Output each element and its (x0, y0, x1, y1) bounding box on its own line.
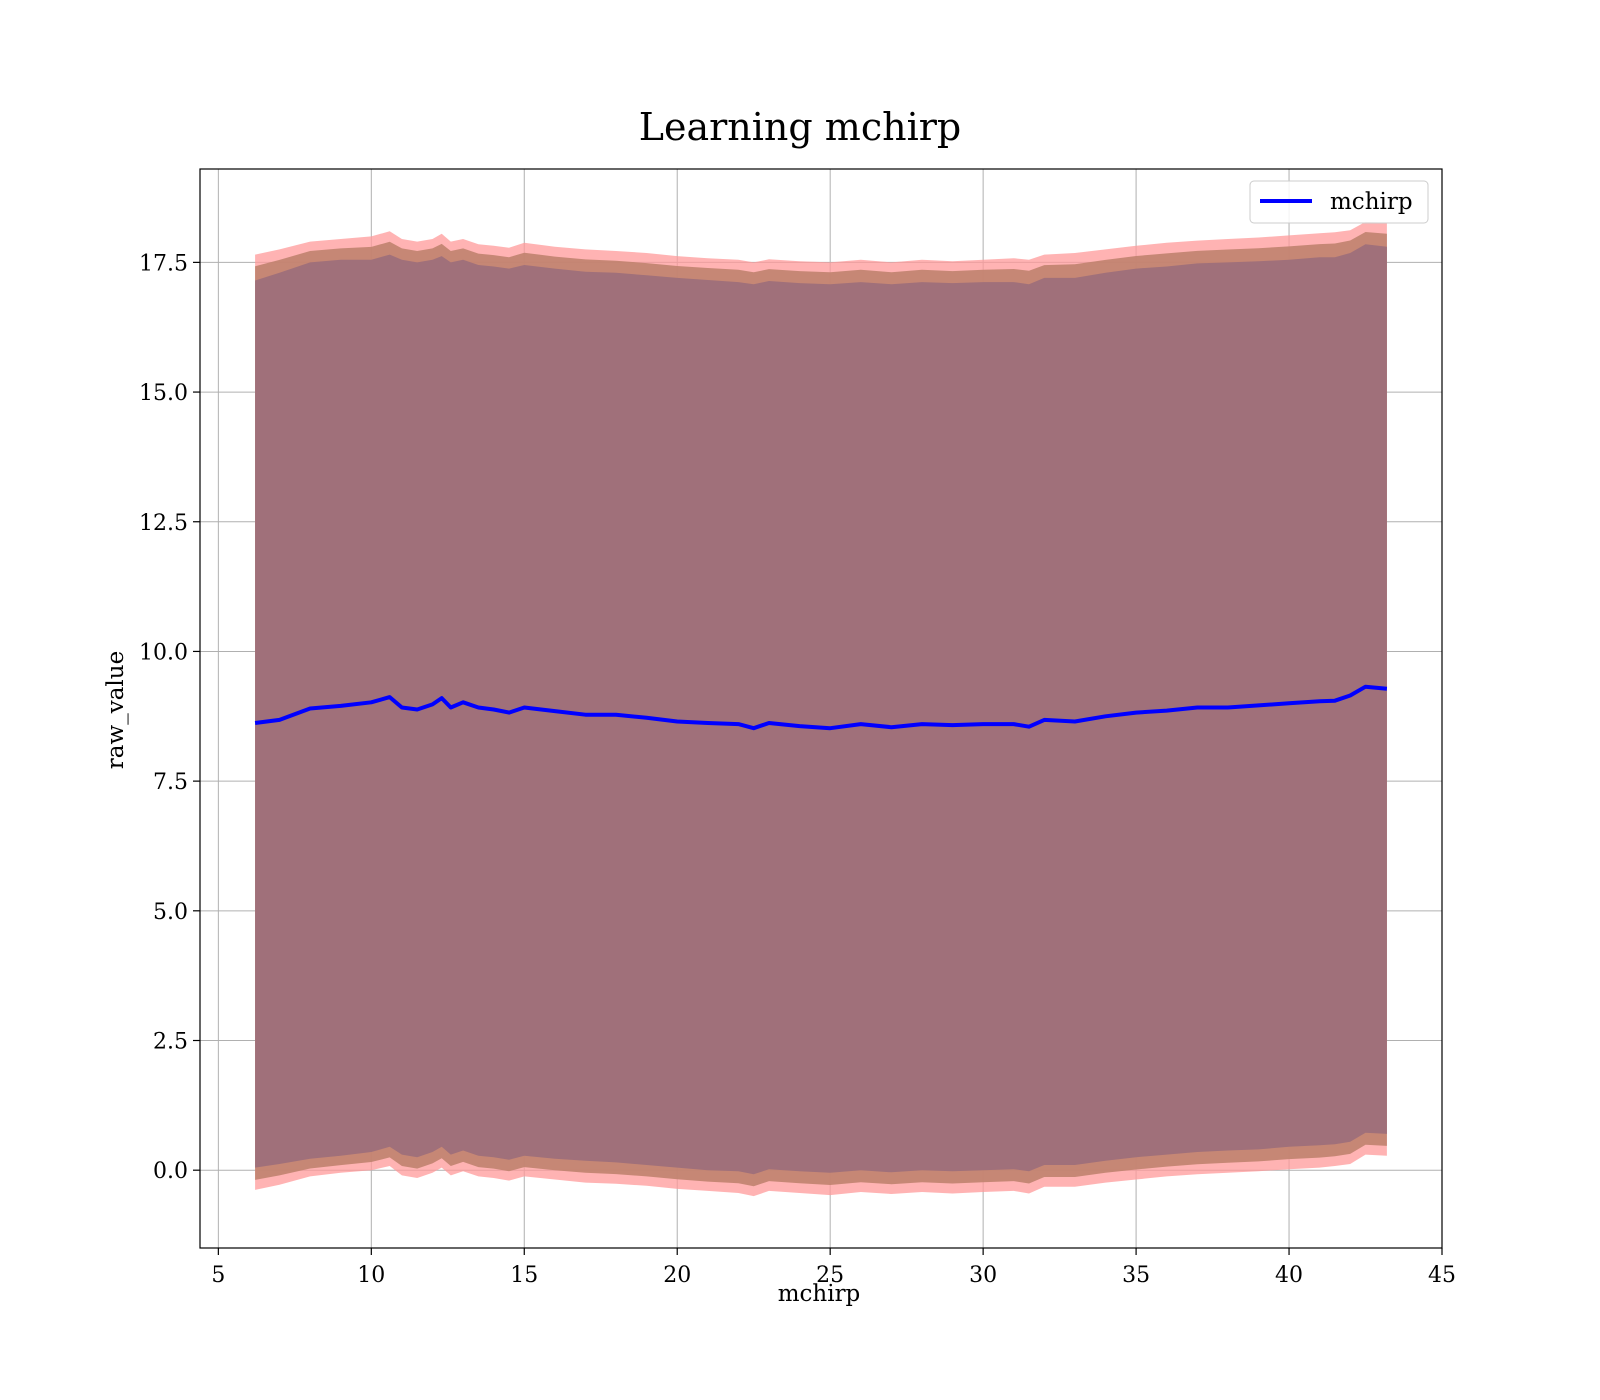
y-tick-label: 15.0 (139, 381, 188, 406)
x-tick-label: 5 (211, 1263, 225, 1288)
y-tick-label: 12.5 (139, 511, 188, 536)
y-axis-label: raw_value (103, 651, 129, 769)
y-tick-label: 5.0 (153, 900, 188, 925)
x-tick-label: 15 (510, 1263, 538, 1288)
y-tick-label: 10.0 (139, 640, 188, 665)
legend-label-mchirp: mchirp (1330, 189, 1413, 215)
x-tick-label: 40 (1275, 1263, 1303, 1288)
x-tick-label: 30 (969, 1263, 997, 1288)
y-tick-label: 17.5 (139, 251, 188, 276)
x-axis-label: mchirp (778, 1281, 861, 1307)
chart-title: Learning mchirp (639, 105, 961, 149)
series-line-mchirp (254, 684, 1388, 731)
y-tick-label: 0.0 (153, 1159, 188, 1184)
axes-frame (199, 168, 1443, 1249)
x-tick-label: 20 (663, 1263, 691, 1288)
legend: mchirp (1249, 180, 1429, 224)
y-tick-label: 2.5 (153, 1030, 188, 1055)
x-tick-label: 35 (1122, 1263, 1150, 1288)
inner-confidence-band (255, 244, 1387, 1175)
x-tick-label: 45 (1428, 1263, 1456, 1288)
legend-box (1249, 180, 1429, 224)
plot-area: 5 10 15 20 25 30 35 40 45 0.0 2.5 5.0 7.5 10.0 12.5 15.… (139, 168, 1456, 1288)
x-tick-label: 10 (357, 1263, 385, 1288)
x-tick-label: 25 (816, 1263, 844, 1288)
y-tick-label: 7.5 (153, 770, 188, 795)
